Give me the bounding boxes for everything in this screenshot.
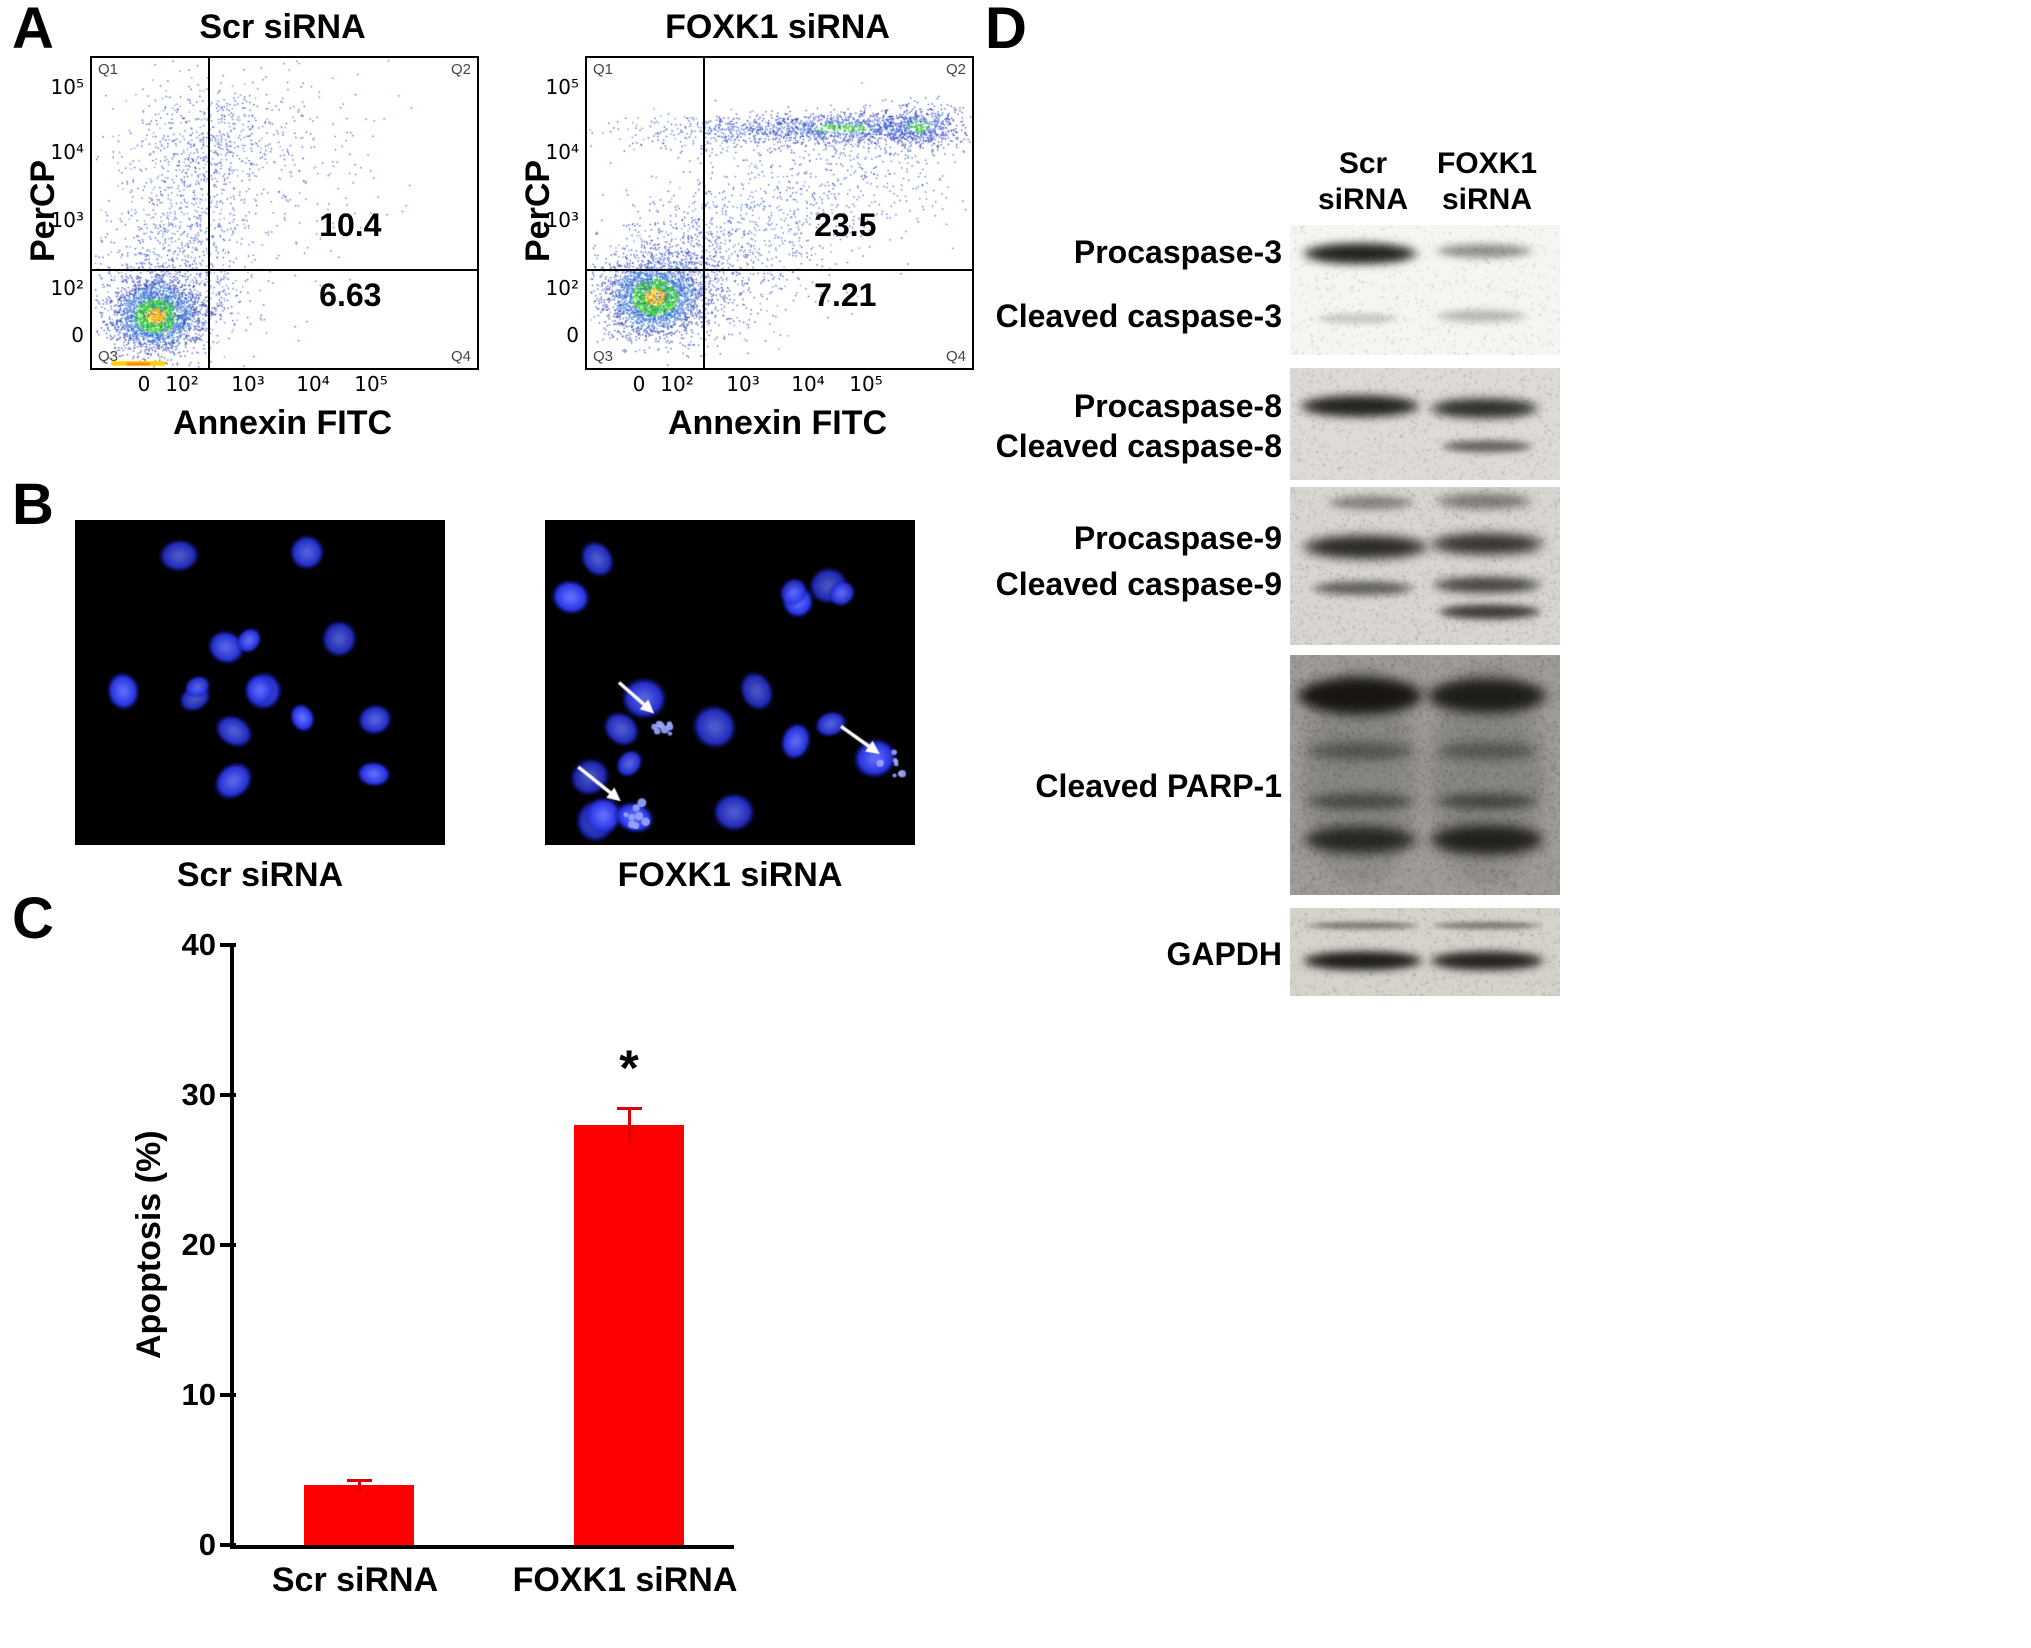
y-tickmark — [220, 1543, 236, 1547]
lower-right-percentage: 7.21 — [814, 276, 877, 313]
image-caption-foxk1: FOXK1 siRNA — [617, 856, 843, 894]
lane-header-foxk1: FOXK1 siRNA — [1436, 147, 1538, 216]
blot-label-procaspase-3: Procaspase-3 — [1073, 234, 1282, 270]
quadrant-label-q2: Q2 — [450, 61, 471, 78]
error-bar-foxk1 — [617, 1107, 642, 1143]
quadrant-label-q3: Q4 — [450, 348, 471, 365]
quadrant-gate-horizontal — [587, 268, 972, 271]
x-tick-0: 0 — [632, 372, 646, 396]
plot-title: Scr siRNA — [199, 8, 366, 46]
upper-right-percentage: 23.5 — [814, 206, 877, 243]
y-tickmark — [220, 943, 236, 947]
quadrant-label-q4: Q3 — [593, 348, 614, 365]
scatter-dots-canvas — [92, 58, 477, 368]
blot-label-cleaved-caspase-8: Cleaved caspase-8 — [995, 428, 1282, 464]
flow-plot-foxk1-sirna: FOXK1 siRNA PerCP Q1 Q2 Q4 Q3 23.5 7.21 … — [515, 8, 985, 453]
x-tick-1e4: 10⁴ — [791, 372, 825, 396]
y-tick-1e5: 10⁵ — [50, 75, 84, 99]
x-tick-1e2: 10² — [660, 372, 694, 396]
chart-y-tick-40: 40 — [181, 927, 216, 962]
fluorescence-image-scr — [75, 520, 445, 845]
bar-scr-sirna — [304, 1485, 414, 1545]
significance-asterisk: * — [619, 1040, 639, 1096]
blot-label-cleaved-caspase-3: Cleaved caspase-3 — [995, 298, 1282, 334]
blot-label-procaspase-9: Procaspase-9 — [1073, 520, 1282, 556]
blot-cleaved-parp-1 — [1290, 655, 1560, 895]
fluorescence-image-foxk1 — [545, 520, 915, 845]
y-tick-1e5: 10⁵ — [545, 75, 579, 99]
panel-b-label: B — [12, 472, 54, 537]
quadrant-gate-horizontal — [92, 268, 477, 271]
x-axis-label: Annexin FITC — [667, 404, 888, 442]
y-tick-1e3: 10³ — [545, 208, 579, 232]
chart-y-tick-20: 20 — [181, 1227, 216, 1262]
quadrant-label-q3: Q4 — [945, 348, 966, 365]
x-tick-1e3: 10³ — [726, 372, 760, 396]
bar-foxk1-sirna — [574, 1125, 684, 1545]
y-tick-1e4: 10⁴ — [545, 140, 579, 164]
x-axis-label: Annexin FITC — [172, 404, 393, 442]
plot-title: FOXK1 siRNA — [665, 8, 890, 46]
blot-label-cleaved-parp-1: Cleaved PARP-1 — [1035, 768, 1282, 804]
x-tick-1e5: 10⁵ — [849, 372, 883, 396]
y-tick-0: 0 — [71, 323, 84, 347]
y-tick-0: 0 — [566, 323, 579, 347]
y-tickmark — [220, 1243, 236, 1247]
flow-plot-scr-sirna: Scr siRNA PerCP Q1 Q2 Q4 Q3 10.4 6.63 10… — [20, 8, 490, 453]
y-tick-1e3: 10³ — [50, 208, 84, 232]
plot-area: Q1 Q2 Q4 Q3 23.5 7.21 — [585, 56, 974, 370]
chart-y-tick-30: 30 — [181, 1077, 216, 1112]
blot-gapdh — [1290, 908, 1560, 996]
x-tick-1e4: 10⁴ — [296, 372, 330, 396]
y-tickmark — [220, 1093, 236, 1097]
quadrant-label-q1: Q1 — [593, 61, 614, 78]
chart-y-tick-10: 10 — [181, 1377, 216, 1412]
y-tick-1e4: 10⁴ — [50, 140, 84, 164]
plot-area: Q1 Q2 Q4 Q3 10.4 6.63 — [90, 56, 479, 370]
upper-right-percentage: 10.4 — [319, 206, 382, 243]
chart-y-tick-0: 0 — [198, 1527, 216, 1562]
blot-caspase-8 — [1290, 368, 1560, 480]
blot-label-gapdh: GAPDH — [1166, 936, 1282, 972]
image-caption-scr: Scr siRNA — [176, 856, 344, 894]
y-tick-1e2: 10² — [50, 276, 84, 300]
blot-label-procaspase-8: Procaspase-8 — [1073, 388, 1282, 424]
quadrant-label-q1: Q1 — [98, 61, 119, 78]
panel-d-label: D — [985, 0, 1027, 61]
panel-a-label: A — [12, 0, 54, 61]
x-tick-1e2: 10² — [165, 372, 199, 396]
quadrant-gate-vertical — [702, 58, 705, 368]
y-tickmark — [220, 1393, 236, 1397]
quadrant-label-q4: Q3 — [98, 348, 119, 365]
x-tick-0: 0 — [137, 372, 151, 396]
scatter-dots-canvas — [587, 58, 972, 368]
x-tick-1e3: 10³ — [231, 372, 265, 396]
chart-x-label-foxk1: FOXK1 siRNA — [512, 1561, 738, 1599]
blot-label-cleaved-caspase-9: Cleaved caspase-9 — [995, 566, 1282, 602]
apoptosis-bar-chart: Apoptosis (%) 40 30 20 10 0 * Scr siRNA … — [130, 925, 790, 1625]
blot-caspase-9 — [1290, 487, 1560, 645]
panel-c-label: C — [12, 886, 54, 951]
lower-right-percentage: 6.63 — [319, 276, 382, 313]
chart-plot-area: * — [230, 945, 734, 1549]
x-tick-1e5: 10⁵ — [354, 372, 388, 396]
blot-caspase-3 — [1290, 225, 1560, 355]
lane-header-scr: Scr siRNA — [1317, 147, 1408, 216]
chart-x-label-scr: Scr siRNA — [271, 1561, 439, 1599]
quadrant-label-q2: Q2 — [945, 61, 966, 78]
quadrant-gate-vertical — [207, 58, 210, 368]
error-bar-scr — [347, 1479, 372, 1491]
y-tick-1e2: 10² — [545, 276, 579, 300]
